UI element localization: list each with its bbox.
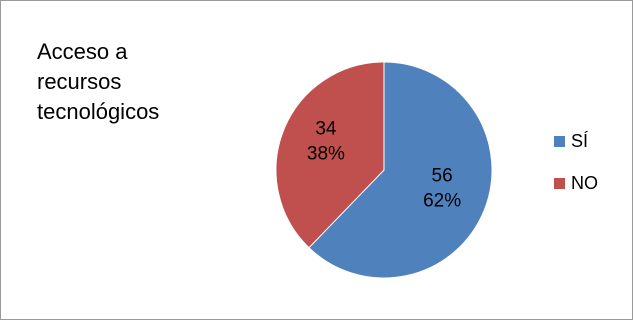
chart-title: Acceso a recursos tecnológicos [37, 37, 207, 127]
legend-label-no: NO [571, 172, 598, 193]
data-label-value-no: 34 [315, 119, 337, 140]
legend-item-no: NO [554, 173, 598, 193]
chart-title-line-1: Acceso a [37, 39, 128, 64]
legend: SÍ NO [554, 131, 598, 215]
data-label-value-si: 56 [432, 165, 453, 186]
legend-label-si: SÍ [571, 130, 589, 151]
pie-slice-no [275, 61, 385, 249]
pie-slice-si [308, 61, 493, 279]
legend-swatch-si [554, 135, 565, 147]
legend-swatch-no [554, 177, 565, 189]
data-label-percent-si: 62% [423, 190, 461, 211]
chart-title-line-3: tecnológicos [37, 99, 160, 124]
legend-item-si: SÍ [554, 131, 598, 151]
data-label-percent-no: 38% [307, 144, 345, 165]
chart-title-line-2: recursos [37, 69, 122, 94]
